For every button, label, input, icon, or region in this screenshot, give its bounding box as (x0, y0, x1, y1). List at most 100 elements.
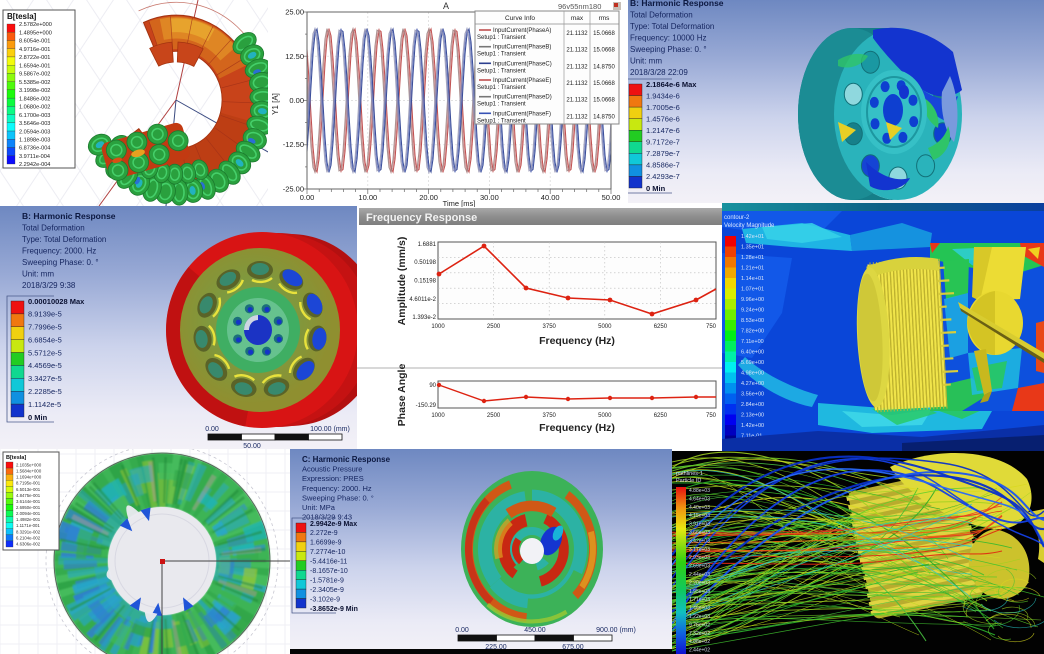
svg-text:50.00: 50.00 (243, 443, 261, 449)
svg-text:Frequency (Hz): Frequency (Hz) (539, 422, 615, 434)
svg-text:Setup1 : Transient: Setup1 : Transient (477, 52, 526, 58)
svg-text:4.8475e-001: 4.8475e-001 (16, 493, 41, 498)
svg-text:6.1700e-003: 6.1700e-003 (19, 113, 50, 119)
svg-text:9.76e+02: 9.76e+02 (689, 622, 710, 628)
svg-text:InputCurrent(PhaseB): InputCurrent(PhaseB) (493, 45, 551, 51)
svg-text:1.71e+03: 1.71e+03 (689, 597, 710, 603)
svg-text:rms: rms (599, 15, 611, 22)
svg-text:14.8750: 14.8750 (593, 114, 615, 120)
svg-text:1.1898e-003: 1.1898e-003 (19, 138, 50, 144)
svg-text:50.00: 50.00 (602, 193, 621, 202)
svg-text:3.66e+03: 3.66e+03 (689, 530, 710, 536)
svg-text:1.42e+01: 1.42e+01 (741, 234, 764, 240)
svg-text:5.5385e-002: 5.5385e-002 (19, 80, 50, 86)
svg-text:Total Deformation: Total Deformation (22, 224, 85, 233)
svg-text:3.91e+03: 3.91e+03 (689, 522, 710, 528)
svg-text:15.0668: 15.0668 (593, 98, 615, 104)
svg-text:1.14e+01: 1.14e+01 (741, 276, 764, 282)
svg-text:40.00: 40.00 (541, 193, 560, 202)
svg-text:0.00: 0.00 (455, 627, 469, 634)
svg-text:B: Harmonic Response: B: Harmonic Response (630, 0, 724, 8)
svg-text:100.00 (mm): 100.00 (mm) (310, 426, 350, 433)
svg-text:6.5013e-001: 6.5013e-001 (16, 487, 41, 492)
svg-text:Expression: PRES: Expression: PRES (302, 474, 364, 483)
svg-text:4.27e+00: 4.27e+00 (741, 381, 764, 387)
svg-text:Frequency: 2000. Hz: Frequency: 2000. Hz (22, 247, 96, 256)
svg-text:Setup1 : Transient: Setup1 : Transient (477, 85, 526, 91)
svg-text:21.1132: 21.1132 (566, 81, 588, 87)
svg-text:-25.00: -25.00 (283, 185, 304, 194)
svg-text:Time [ms]: Time [ms] (443, 199, 476, 207)
svg-text:6250: 6250 (654, 324, 668, 330)
svg-text:675.00: 675.00 (562, 644, 584, 651)
svg-text:21.1132: 21.1132 (566, 48, 588, 54)
svg-text:7.11e+00: 7.11e+00 (741, 339, 764, 345)
svg-text:2.13e+00: 2.13e+00 (741, 413, 764, 419)
svg-text:2.8722e-001: 2.8722e-001 (19, 55, 50, 61)
svg-text:2.1035e+000: 2.1035e+000 (16, 463, 42, 468)
svg-text:Frequency: 2000. Hz: Frequency: 2000. Hz (302, 484, 372, 493)
svg-text:8.6054e-001: 8.6054e-001 (19, 39, 50, 45)
svg-text:750: 750 (706, 324, 717, 330)
svg-text:1.5684e+000: 1.5684e+000 (16, 469, 42, 474)
svg-text:8.7195e-001: 8.7195e-001 (16, 481, 41, 486)
svg-text:-2.3405e-9: -2.3405e-9 (310, 587, 344, 594)
svg-text:0 Min: 0 Min (28, 413, 48, 422)
svg-text:9.96e+00: 9.96e+00 (741, 297, 764, 303)
svg-text:7.32e+02: 7.32e+02 (689, 631, 710, 637)
svg-text:4.88e+03: 4.88e+03 (689, 488, 710, 494)
svg-text:450.00: 450.00 (524, 627, 546, 634)
svg-text:Type: Total Deformation: Type: Total Deformation (630, 22, 714, 31)
svg-text:4.6306e-002: 4.6306e-002 (16, 541, 41, 546)
svg-text:InputCurrent(PhaseF): InputCurrent(PhaseF) (493, 111, 551, 117)
svg-text:7.2774e-10: 7.2774e-10 (310, 549, 346, 556)
svg-text:max: max (571, 15, 584, 22)
svg-text:contour-2: contour-2 (724, 215, 750, 221)
svg-text:Y1 [A]: Y1 [A] (271, 93, 280, 115)
svg-text:1.28e+01: 1.28e+01 (741, 255, 764, 261)
svg-text:Unit: mm: Unit: mm (630, 57, 662, 66)
svg-text:-5.4416e-11: -5.4416e-11 (310, 559, 347, 566)
svg-text:6.6854e-5: 6.6854e-5 (28, 336, 62, 345)
svg-text:-3.8652e-9 Min: -3.8652e-9 Min (310, 606, 358, 613)
svg-text:4.15e+03: 4.15e+03 (689, 513, 710, 519)
svg-text:2.69e+03: 2.69e+03 (689, 564, 710, 570)
svg-text:2500: 2500 (487, 324, 501, 330)
svg-text:InputCurrent(PhaseA): InputCurrent(PhaseA) (493, 28, 551, 34)
svg-text:1.6699e-9: 1.6699e-9 (310, 540, 342, 547)
svg-text:InputCurrent(PhaseC): InputCurrent(PhaseC) (493, 61, 552, 67)
svg-text:2.5782e+000: 2.5782e+000 (19, 22, 52, 28)
svg-text:1.4576e-6: 1.4576e-6 (646, 115, 680, 124)
svg-text:2.2285e-5: 2.2285e-5 (28, 387, 62, 396)
svg-text:15.0668: 15.0668 (593, 48, 615, 54)
svg-text:4.40e+03: 4.40e+03 (689, 505, 710, 511)
svg-text:2018/3/29 9:43: 2018/3/29 9:43 (302, 513, 352, 522)
svg-text:6.2104e-002: 6.2104e-002 (16, 535, 41, 540)
svg-text:3750: 3750 (543, 324, 557, 330)
svg-text:5000: 5000 (598, 413, 612, 419)
svg-text:6250: 6250 (654, 413, 668, 419)
svg-text:1.1142e-5: 1.1142e-5 (28, 400, 61, 409)
svg-text:4.8586e-7: 4.8586e-7 (646, 161, 680, 170)
svg-text:5000: 5000 (598, 324, 612, 330)
svg-text:Sweeping Phase: 0. °: Sweeping Phase: 0. ° (630, 45, 707, 54)
svg-text:3.42e+03: 3.42e+03 (689, 538, 710, 544)
svg-text:B: Harmonic Response: B: Harmonic Response (22, 211, 116, 221)
svg-text:1.2147e-6: 1.2147e-6 (646, 126, 680, 135)
svg-text:20.00: 20.00 (419, 193, 438, 202)
svg-text:Unit: MPa: Unit: MPa (302, 503, 336, 512)
svg-text:3.3427e-5: 3.3427e-5 (28, 374, 62, 383)
svg-text:Frequency Response: Frequency Response (366, 212, 477, 224)
svg-text:Setup1 : Transient: Setup1 : Transient (477, 68, 526, 74)
svg-text:-1.5781e-9: -1.5781e-9 (310, 578, 344, 585)
svg-text:2.6950e-001: 2.6950e-001 (16, 505, 41, 510)
svg-text:15.0668: 15.0668 (593, 81, 615, 87)
svg-text:0.00: 0.00 (300, 193, 315, 202)
svg-text:0 Min: 0 Min (646, 184, 666, 193)
svg-text:Type: Total Deformation: Type: Total Deformation (22, 235, 106, 244)
svg-text:30.00: 30.00 (480, 193, 499, 202)
svg-text:-12.50: -12.50 (283, 140, 304, 149)
svg-text:1.35e+01: 1.35e+01 (741, 245, 764, 251)
svg-text:1.07e+01: 1.07e+01 (741, 287, 764, 293)
svg-text:6.8736e-004: 6.8736e-004 (19, 146, 50, 152)
